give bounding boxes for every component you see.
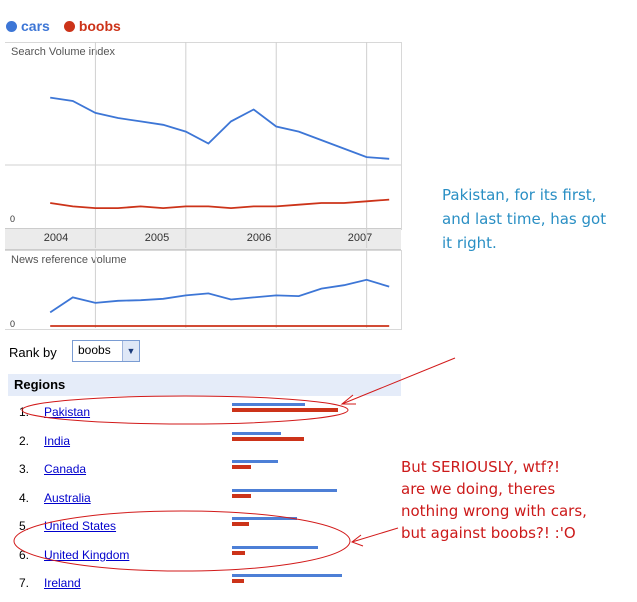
news-reference-title: News reference volume <box>11 254 127 266</box>
region-bar-cars <box>232 546 318 549</box>
region-bar-boobs <box>232 494 252 498</box>
red-annotation-line: But SERIOUSLY, wtf?! <box>401 458 561 476</box>
region-link[interactable]: Australia <box>44 491 91 505</box>
pakistan-highlight-ellipse <box>21 395 349 425</box>
blue-annotation-line: Pakistan, for its first, <box>442 186 597 204</box>
red-annotation: But SERIOUSLY, wtf?! are we doing, there… <box>401 456 587 544</box>
region-link[interactable]: India <box>44 434 71 448</box>
search-volume-panel: Search Volume index 0 <box>5 42 402 230</box>
rank-by-label: Rank by <box>9 345 57 360</box>
news-reference-panel: News reference volume 0 <box>5 250 402 330</box>
region-bar-cars <box>232 403 306 406</box>
list-item: 5. United States <box>0 517 400 545</box>
blue-annotation-line: and last time, has got <box>442 210 607 228</box>
list-item: 3. Canada <box>0 460 400 488</box>
region-link[interactable]: Ireland <box>44 576 81 590</box>
year-tick-2005: 2005 <box>144 232 170 244</box>
region-bar-cars <box>232 460 279 463</box>
arrow-head-pakistan <box>340 394 356 405</box>
legend-item-boobs: boobs <box>63 18 121 34</box>
news-reference-series-cars-line <box>49 278 390 314</box>
red-annotation-line: are we doing, theres <box>401 480 556 498</box>
blue-annotation: Pakistan, for its first, and last time, … <box>442 183 606 255</box>
year-tick-2007: 2007 <box>347 232 373 244</box>
arrow-to-pakistan <box>341 357 456 405</box>
regions-title: Regions <box>14 377 66 392</box>
row-number: 6. <box>19 548 30 562</box>
list-item: 2. India <box>0 432 400 460</box>
row-number: 4. <box>19 491 30 505</box>
region-link[interactable]: United Kingdom <box>44 548 130 562</box>
region-bar-boobs <box>232 522 249 526</box>
legend: cars boobs <box>6 18 121 34</box>
region-bar-boobs <box>232 579 244 583</box>
legend-label-cars: cars <box>21 18 50 34</box>
year-tick-2004: 2004 <box>43 232 69 244</box>
legend-label-boobs: boobs <box>78 18 121 34</box>
rank-by-select[interactable]: boobs ▼ <box>72 340 140 362</box>
cars-dot-icon <box>6 20 17 32</box>
red-annotation-line: but against boobs?! :'O <box>401 524 576 542</box>
region-bar-cars <box>232 432 282 435</box>
year-tick-2006: 2006 <box>246 232 272 244</box>
search-volume-title: Search Volume index <box>11 46 115 58</box>
region-bar-boobs <box>232 551 245 555</box>
region-bar-boobs <box>232 465 252 469</box>
us-uk-highlight-ellipse <box>13 510 351 572</box>
row-number: 3. <box>19 462 30 476</box>
region-bar-boobs <box>232 408 338 412</box>
region-bar-cars <box>232 517 297 520</box>
region-bar-boobs <box>232 437 305 441</box>
regions-header: Regions <box>8 374 401 396</box>
search-volume-series-cars-line <box>50 96 390 160</box>
year-axis: 2004 2005 2006 2007 <box>5 228 401 250</box>
arrow-head-us-uk <box>350 534 364 547</box>
list-item: 7. Ireland <box>0 574 400 602</box>
region-link[interactable]: United States <box>44 519 117 533</box>
list-item: 4. Australia <box>0 489 400 517</box>
rank-by-selected-value: boobs <box>78 343 111 357</box>
row-number: 7. <box>19 576 30 590</box>
arrow-to-us-uk <box>351 527 399 543</box>
news-reference-zero-label: 0 <box>10 319 16 329</box>
row-number: 5. <box>19 519 30 533</box>
region-bar-cars <box>232 574 342 577</box>
chevron-down-icon[interactable]: ▼ <box>122 341 139 361</box>
region-bar-cars <box>232 489 337 492</box>
list-item: 6. United Kingdom <box>0 546 400 574</box>
region-link[interactable]: Pakistan <box>44 405 91 419</box>
region-link[interactable]: Canada <box>44 462 87 476</box>
search-volume-series-boobs-line <box>50 198 390 210</box>
boobs-dot-icon <box>63 20 75 32</box>
row-number: 2. <box>19 434 30 448</box>
search-volume-zero-label: 0 <box>10 214 16 224</box>
blue-annotation-line: it right. <box>442 234 497 252</box>
red-annotation-line: nothing wrong with cars, <box>401 502 587 520</box>
legend-item-cars: cars <box>6 18 50 34</box>
